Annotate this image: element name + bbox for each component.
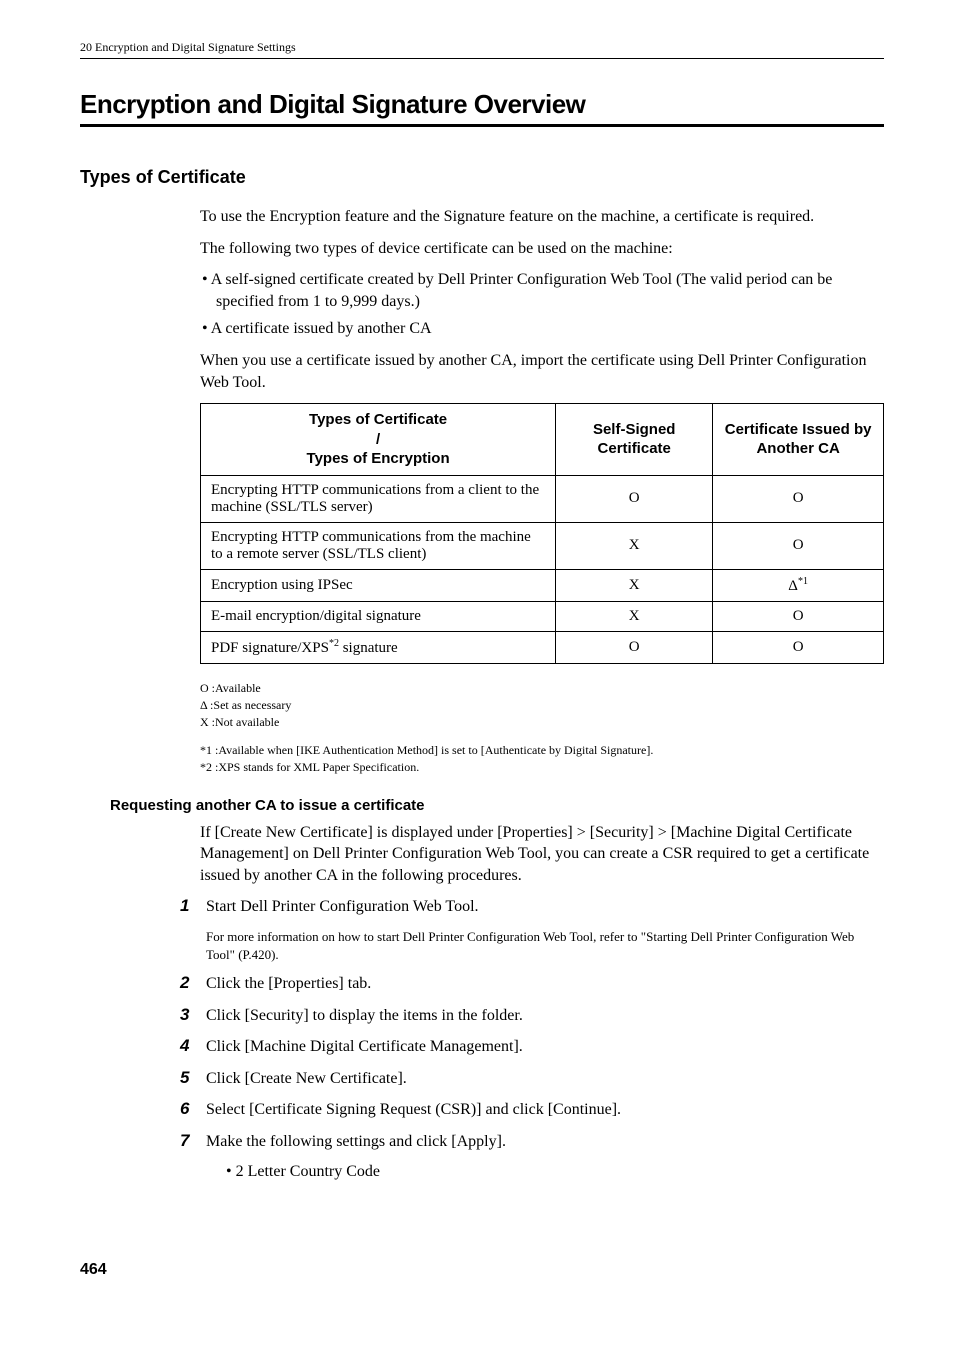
subsection-body: If [Create New Certificate] is displayed… bbox=[200, 822, 884, 887]
footnote: *2 :XPS stands for XML Paper Specificati… bbox=[200, 759, 884, 776]
step-text: Click the [Properties] tab. bbox=[206, 973, 371, 995]
table-row: PDF signature/XPS*2 signature O O bbox=[201, 631, 884, 663]
table-cell: O bbox=[713, 631, 884, 663]
table-cell: E-mail encryption/digital signature bbox=[201, 601, 556, 631]
table-cell: X bbox=[556, 522, 713, 569]
list-item: 2 Letter Country Code bbox=[226, 1163, 884, 1181]
list-item: A certificate issued by another CA bbox=[200, 318, 884, 340]
header-text: Types of Encryption bbox=[307, 450, 450, 467]
table-cell: Encrypting HTTP communications from the … bbox=[201, 522, 556, 569]
table-header: Self-Signed Certificate bbox=[556, 404, 713, 476]
step-text: Make the following settings and click [A… bbox=[206, 1131, 506, 1153]
step-number: 5 bbox=[180, 1068, 206, 1088]
table-cell: O bbox=[556, 631, 713, 663]
page-title: Encryption and Digital Signature Overvie… bbox=[80, 89, 884, 120]
paragraph: The following two types of device certif… bbox=[200, 238, 884, 260]
step: 4 Click [Machine Digital Certificate Man… bbox=[180, 1036, 884, 1058]
list-item: A self-signed certificate created by Del… bbox=[200, 269, 884, 312]
legend: O :Available Δ :Set as necessary X :Not … bbox=[200, 680, 884, 732]
table-cell: O bbox=[713, 475, 884, 522]
bullet-list: A self-signed certificate created by Del… bbox=[200, 269, 884, 340]
step-number: 2 bbox=[180, 973, 206, 993]
table-cell: X bbox=[556, 601, 713, 631]
step: 6 Select [Certificate Signing Request (C… bbox=[180, 1099, 884, 1121]
step-number: 7 bbox=[180, 1131, 206, 1151]
sub-bullet-list: 2 Letter Country Code bbox=[226, 1163, 884, 1181]
table-cell: O bbox=[713, 601, 884, 631]
subsection-heading: Requesting another CA to issue a certifi… bbox=[110, 797, 884, 814]
body-content: To use the Encryption feature and the Si… bbox=[200, 206, 884, 777]
table-cell: X bbox=[556, 569, 713, 601]
paragraph: To use the Encryption feature and the Si… bbox=[200, 206, 884, 228]
step: 3 Click [Security] to display the items … bbox=[180, 1005, 884, 1027]
table-cell: O bbox=[713, 522, 884, 569]
header-text: / bbox=[376, 431, 380, 448]
table-header: Certificate Issued by Another CA bbox=[713, 404, 884, 476]
table-row: Encryption using IPSec X Δ*1 bbox=[201, 569, 884, 601]
step: 1 Start Dell Printer Configuration Web T… bbox=[180, 896, 884, 918]
step-text: Click [Machine Digital Certificate Manag… bbox=[206, 1036, 523, 1058]
cell-text: signature bbox=[339, 640, 398, 656]
step: 7 Make the following settings and click … bbox=[180, 1131, 884, 1153]
step-number: 1 bbox=[180, 896, 206, 916]
footnote: *1 :Available when [IKE Authentication M… bbox=[200, 742, 884, 759]
legend-line: O :Available bbox=[200, 680, 884, 697]
title-underline bbox=[80, 124, 884, 127]
paragraph: When you use a certificate issued by ano… bbox=[200, 350, 884, 393]
step-text: Select [Certificate Signing Request (CSR… bbox=[206, 1099, 621, 1121]
table-row: E-mail encryption/digital signature X O bbox=[201, 601, 884, 631]
steps-list: 1 Start Dell Printer Configuration Web T… bbox=[180, 896, 884, 1180]
table-cell: Encryption using IPSec bbox=[201, 569, 556, 601]
footnotes: *1 :Available when [IKE Authentication M… bbox=[200, 742, 884, 777]
certificate-table: Types of Certificate / Types of Encrypti… bbox=[200, 403, 884, 664]
cell-value: Δ bbox=[788, 578, 798, 594]
section-heading: Types of Certificate bbox=[80, 167, 884, 188]
step-text: Click [Create New Certificate]. bbox=[206, 1068, 407, 1090]
superscript: *1 bbox=[798, 576, 808, 587]
cell-text: PDF signature/XPS bbox=[211, 640, 329, 656]
table-cell: O bbox=[556, 475, 713, 522]
chapter-header: 20 Encryption and Digital Signature Sett… bbox=[80, 40, 884, 55]
step: 5 Click [Create New Certificate]. bbox=[180, 1068, 884, 1090]
table-cell: Encrypting HTTP communications from a cl… bbox=[201, 475, 556, 522]
table-header: Types of Certificate / Types of Encrypti… bbox=[201, 404, 556, 476]
table-cell: PDF signature/XPS*2 signature bbox=[201, 631, 556, 663]
step: 2 Click the [Properties] tab. bbox=[180, 973, 884, 995]
table-cell: Δ*1 bbox=[713, 569, 884, 601]
step-number: 6 bbox=[180, 1099, 206, 1119]
superscript: *2 bbox=[329, 638, 339, 649]
table-row: Encrypting HTTP communications from the … bbox=[201, 522, 884, 569]
page-number: 464 bbox=[80, 1261, 884, 1279]
legend-line: X :Not available bbox=[200, 714, 884, 731]
step-note: For more information on how to start Del… bbox=[206, 928, 884, 963]
header-rule bbox=[80, 58, 884, 59]
header-text: Types of Certificate bbox=[309, 411, 447, 428]
table-row: Encrypting HTTP communications from a cl… bbox=[201, 475, 884, 522]
step-text: Click [Security] to display the items in… bbox=[206, 1005, 523, 1027]
paragraph: If [Create New Certificate] is displayed… bbox=[200, 822, 884, 887]
step-number: 3 bbox=[180, 1005, 206, 1025]
step-number: 4 bbox=[180, 1036, 206, 1056]
legend-line: Δ :Set as necessary bbox=[200, 697, 884, 714]
step-text: Start Dell Printer Configuration Web Too… bbox=[206, 896, 479, 918]
